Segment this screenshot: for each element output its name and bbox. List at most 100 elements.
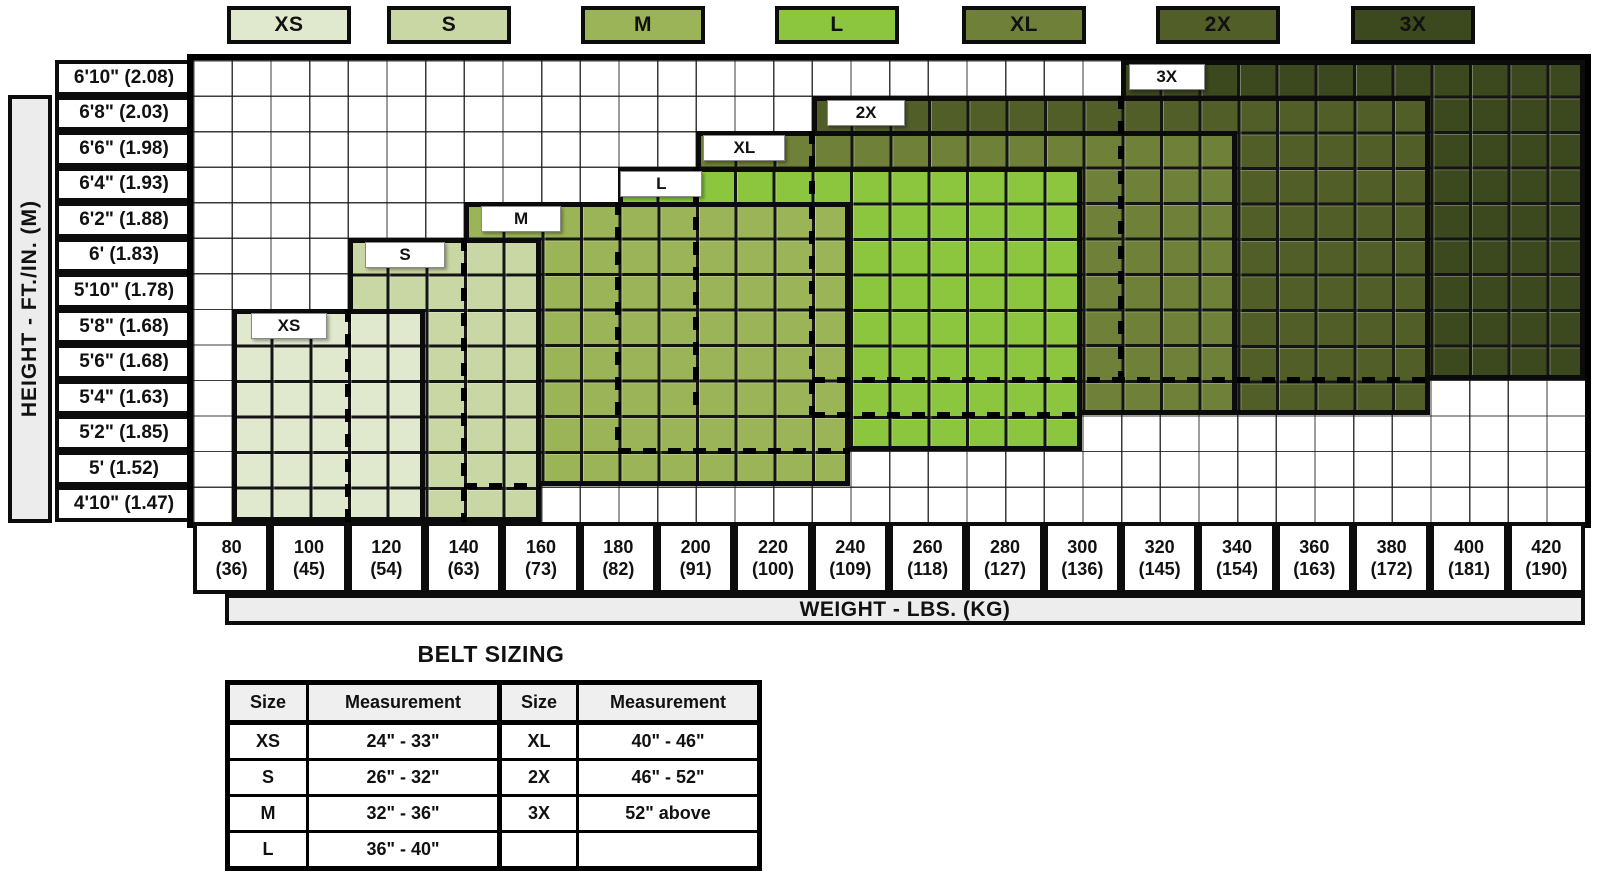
x-tick-label: 360 (163) <box>1275 522 1353 594</box>
legend-item-3x: 3X <box>1351 6 1475 44</box>
legend-item-l: L <box>775 6 899 44</box>
belt-cell: S <box>226 758 309 797</box>
belt-header-cell: Size <box>497 681 579 725</box>
x-tick-label: 140 (63) <box>425 522 503 594</box>
x-tick-lbs: 300 <box>1067 536 1098 557</box>
belt-header-cell: Measurement <box>306 681 501 725</box>
weight-height-grid: 3X 2X XL L M S XS <box>187 54 1591 528</box>
x-tick-kg: (154) <box>1215 559 1258 579</box>
y-tick-label: 5'10" (1.78) <box>55 273 193 309</box>
x-tick-label: 120 (54) <box>347 522 425 594</box>
y-tick-label: 5'4" (1.63) <box>55 379 193 416</box>
belt-header-row: Size Measurement Size Measurement <box>226 681 761 725</box>
legend-item-m: M <box>581 6 705 44</box>
x-tick-label: 300 (136) <box>1043 522 1121 594</box>
belt-cell: 46" - 52" <box>576 758 761 797</box>
belt-cell: 26" - 32" <box>306 758 501 797</box>
x-tick-lbs: 340 <box>1221 536 1253 557</box>
y-tick-label: 6'4" (1.93) <box>55 166 193 203</box>
x-tick-lbs: 260 <box>912 536 943 557</box>
x-tick-kg: (63) <box>447 559 480 579</box>
hidden-boundary-dash-horizontal <box>463 483 541 490</box>
x-tick-lbs: 320 <box>1144 536 1175 557</box>
y-tick-label: 5'6" (1.68) <box>55 344 193 380</box>
legend-item-s: S <box>387 6 511 44</box>
belt-header-cell: Measurement <box>576 681 761 725</box>
x-tick-label: 260 (118) <box>889 522 967 594</box>
legend-item-2x: 2X <box>1156 6 1280 44</box>
x-tick-lbs: 380 <box>1376 536 1407 557</box>
hidden-boundary-dash-vertical <box>344 308 351 522</box>
belt-cell: 36" - 40" <box>306 830 501 870</box>
y-tick-label: 6'10" (2.08) <box>55 60 193 96</box>
x-tick-kg: (136) <box>1061 559 1104 579</box>
x-tick-label: 340 (154) <box>1198 522 1276 594</box>
hidden-boundary-dash-vertical <box>615 202 622 451</box>
x-tick-lbs: 160 <box>525 536 557 557</box>
belt-cell <box>497 830 579 870</box>
x-tick-lbs: 140 <box>448 536 479 557</box>
x-tick-kg: (172) <box>1370 559 1413 579</box>
x-tick-kg: (45) <box>292 559 325 579</box>
x-tick-lbs: 200 <box>680 536 711 557</box>
y-tick-label: 6' (1.83) <box>55 237 193 274</box>
belt-table-row: S 26" - 32" 2X 46" - 52" <box>226 758 761 797</box>
size-region-label-l: L <box>620 170 703 197</box>
x-tick-kg: (82) <box>602 559 635 579</box>
belt-sizing-title: BELT SIZING <box>417 641 565 667</box>
x-tick-kg: (100) <box>751 559 794 579</box>
belt-cell: M <box>226 794 309 833</box>
x-tick-lbs: 100 <box>293 536 325 557</box>
x-tick-kg: (118) <box>907 559 949 579</box>
size-region-label-3x: 3X <box>1128 64 1205 90</box>
x-tick-label: 200 (91) <box>657 522 735 594</box>
x-tick-label: 100 (45) <box>270 522 348 594</box>
x-tick-kg: (163) <box>1293 559 1336 579</box>
size-region-label-xs: XS <box>251 312 327 339</box>
x-tick-lbs: 240 <box>835 536 866 557</box>
hidden-boundary-dash-vertical <box>460 237 467 522</box>
y-axis-title-bar: HEIGHT - FT./IN. (M) <box>8 95 52 523</box>
x-tick-label: 320 (145) <box>1121 522 1199 594</box>
belt-sizing-table: Size Measurement Size Measurement XS 24" - 3… <box>225 680 762 871</box>
belt-cell: 2X <box>497 758 579 797</box>
hidden-boundary-dash-horizontal <box>811 376 1431 383</box>
x-tick-lbs: 360 <box>1299 536 1330 557</box>
y-tick-label: 5'2" (1.85) <box>55 415 193 451</box>
belt-table-row: M 32" - 36" 3X 52" above <box>226 794 761 833</box>
belt-cell <box>576 830 761 870</box>
size-region-xs <box>231 308 425 522</box>
x-tick-label: 240 (109) <box>811 522 889 594</box>
x-tick-lbs: 120 <box>371 536 402 557</box>
x-tick-label: 180 (82) <box>579 522 657 594</box>
legend-item-xs: XS <box>227 6 351 44</box>
belt-table-row: L 36" - 40" <box>226 830 761 870</box>
x-tick-kg: (54) <box>370 559 403 579</box>
x-tick-label: 80 (36) <box>193 522 271 594</box>
x-tick-lbs: 420 <box>1531 536 1562 557</box>
hidden-boundary-dash-horizontal <box>811 412 1083 419</box>
x-tick-label: 400 (181) <box>1430 522 1508 594</box>
x-tick-label: 380 (172) <box>1353 522 1431 594</box>
legend-item-xl: XL <box>962 6 1086 44</box>
size-region-label-s: S <box>365 241 446 268</box>
hidden-boundary-dash-vertical <box>808 131 815 416</box>
x-tick-kg: (145) <box>1138 559 1181 579</box>
hidden-boundary-dash-horizontal <box>618 447 851 454</box>
y-tick-label: 6'2" (1.88) <box>55 202 193 238</box>
belt-cell: L <box>226 830 309 870</box>
x-tick-label: 280 (127) <box>966 522 1044 594</box>
x-tick-kg: (91) <box>679 559 712 579</box>
x-tick-label: 420 (190) <box>1507 522 1585 594</box>
x-tick-kg: (190) <box>1525 559 1568 579</box>
belt-cell: XS <box>226 721 309 761</box>
y-tick-label: 6'8" (2.03) <box>55 95 193 132</box>
size-region-label-m: M <box>481 206 562 233</box>
x-tick-lbs: 280 <box>989 536 1021 557</box>
x-axis-title: WEIGHT - LBS. (KG) <box>799 597 1011 621</box>
x-tick-lbs: 220 <box>757 536 789 557</box>
y-axis-title: HEIGHT - FT./IN. (M) <box>18 200 41 418</box>
x-tick-kg: (127) <box>983 559 1026 579</box>
x-axis-title-bar: WEIGHT - LBS. (KG) <box>225 594 1585 625</box>
